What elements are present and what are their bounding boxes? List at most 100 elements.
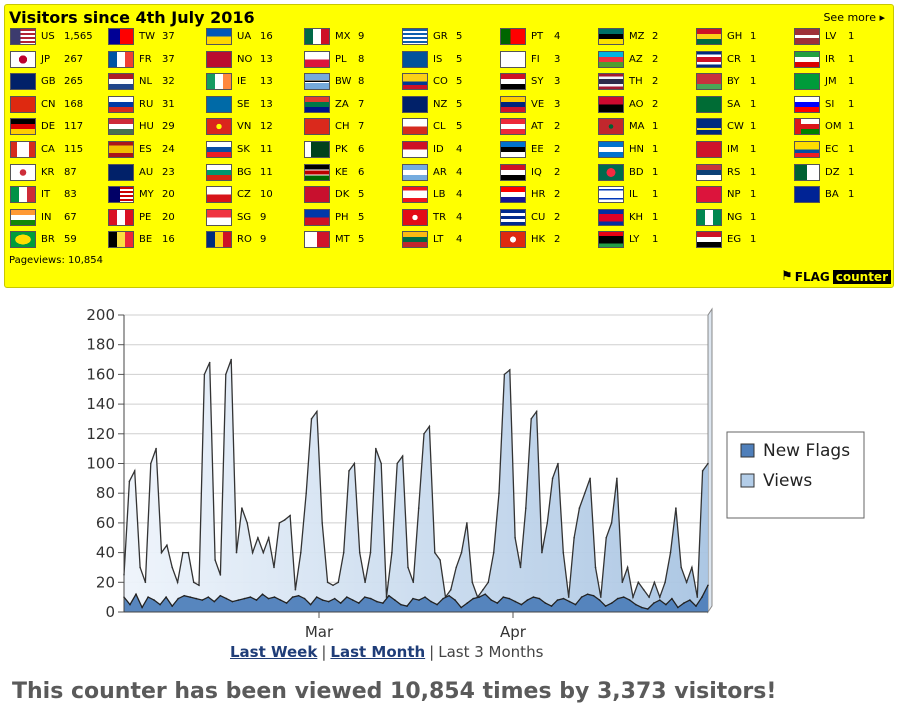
new-flags-series-point <box>129 603 131 606</box>
new-flags-series-point <box>309 603 312 606</box>
views-series-point <box>428 425 431 428</box>
y-tick-label: 200 <box>86 306 115 324</box>
country-flag-icon <box>10 141 36 158</box>
flag-counter-logo[interactable]: ⚑ FLAG counter <box>781 269 891 284</box>
country-code: MX <box>335 31 351 42</box>
country-flag-icon <box>500 118 526 136</box>
country-flag-icon <box>10 186 36 204</box>
new-flags-series-point <box>526 599 529 601</box>
country-code: RS <box>727 166 741 178</box>
country-code: CW <box>727 121 744 133</box>
country-code: IQ <box>531 166 542 178</box>
country-flag-icon <box>500 208 526 226</box>
new-flags-series-point <box>255 599 258 601</box>
x-tick-label: Apr <box>500 623 527 641</box>
visitor-count: 32 <box>162 76 175 88</box>
country-flag-icon <box>598 118 624 136</box>
country-code: CA <box>41 144 55 155</box>
country-flag-icon <box>794 141 820 158</box>
views-series-point <box>358 551 361 554</box>
visitor-count: 5 <box>456 98 463 110</box>
visitor-count: 3 <box>554 53 561 65</box>
see-more-link[interactable]: See more ▸ <box>823 11 885 24</box>
new-flags-series-point <box>641 606 643 609</box>
country-code: LV <box>825 31 837 42</box>
new-flags-series-point <box>135 593 137 595</box>
new-flags-series-point <box>141 606 143 609</box>
country-code: CO <box>433 76 448 88</box>
new-flags-series-point <box>616 597 619 600</box>
country-code: AR <box>433 166 447 178</box>
visitor-count: 1 <box>652 211 659 223</box>
country-flag-icon <box>10 73 36 91</box>
new-flags-series-point <box>677 606 679 609</box>
visitor-count: 5 <box>358 211 365 223</box>
views-series-point <box>498 492 500 494</box>
country-flag-icon <box>206 95 232 113</box>
country-code: MY <box>139 189 154 201</box>
country-code: BY <box>727 76 740 88</box>
views-series-point <box>562 551 565 554</box>
country-code: CN <box>41 98 56 110</box>
new-flags-series-point <box>153 599 155 601</box>
views-series-point <box>455 566 458 569</box>
y-tick-label: 60 <box>96 514 115 532</box>
new-flags-series-point <box>514 600 517 603</box>
new-flags-series-point <box>400 603 402 606</box>
new-flags-series-point <box>659 599 661 601</box>
new-flags-series-point <box>442 597 444 600</box>
country-flag-icon <box>10 208 36 226</box>
country-flag-icon <box>402 186 428 204</box>
country-flag-icon <box>794 118 820 136</box>
last-week-link[interactable]: Last Week <box>230 643 318 661</box>
country-code: KE <box>335 166 348 178</box>
views-series-point <box>471 581 474 584</box>
views-series-point <box>466 522 468 524</box>
country-flag-icon <box>304 208 330 226</box>
visitor-count: 8 <box>358 53 365 65</box>
country-code: GH <box>727 31 743 42</box>
visitor-count: 2 <box>554 189 561 201</box>
visitor-count: 1 <box>750 53 757 65</box>
country-flag-icon <box>304 163 330 181</box>
country-flag-icon <box>304 118 330 136</box>
new-flags-series-point <box>647 608 649 610</box>
x-tick-label: Mar <box>305 623 334 641</box>
views-series-point <box>294 588 297 591</box>
country-flag-icon <box>696 50 722 68</box>
views-series-point <box>407 566 409 569</box>
new-flags-series-point <box>544 602 547 604</box>
country-code: SI <box>825 98 835 110</box>
country-code: PE <box>139 211 152 223</box>
new-flags-series-point <box>346 596 348 598</box>
visitor-count: 2 <box>554 121 561 133</box>
country-flag-icon <box>10 95 36 113</box>
y-tick-label: 100 <box>86 455 115 473</box>
country-code: IN <box>41 211 52 223</box>
country-code: CR <box>727 53 741 65</box>
country-flag-icon <box>402 95 428 113</box>
country-flag-icon <box>500 141 526 158</box>
country-flag-icon <box>10 231 36 249</box>
country-code: SK <box>237 144 250 155</box>
country-code: ES <box>139 144 152 155</box>
new-flags-series-point <box>279 599 282 601</box>
views-series-point <box>637 581 640 584</box>
views-series-point <box>675 507 677 509</box>
views-series-point <box>257 537 259 539</box>
logo-flag-text: FLAG <box>794 269 830 284</box>
visitor-count: 1 <box>848 144 855 155</box>
last-month-link[interactable]: Last Month <box>330 643 426 661</box>
visitor-count: 29 <box>162 121 175 133</box>
country-flag-icon <box>108 141 134 158</box>
legend-label: Views <box>763 471 812 491</box>
views-series-point <box>139 566 141 569</box>
see-more-label: See more <box>823 11 876 24</box>
visitor-count: 5 <box>358 234 365 246</box>
views-series-area <box>124 359 708 612</box>
country-flag-icon <box>794 186 820 204</box>
views-series-point <box>348 470 350 472</box>
new-flags-series-point <box>177 597 179 600</box>
new-flags-series-point <box>285 602 288 604</box>
country-code: LY <box>629 234 640 246</box>
